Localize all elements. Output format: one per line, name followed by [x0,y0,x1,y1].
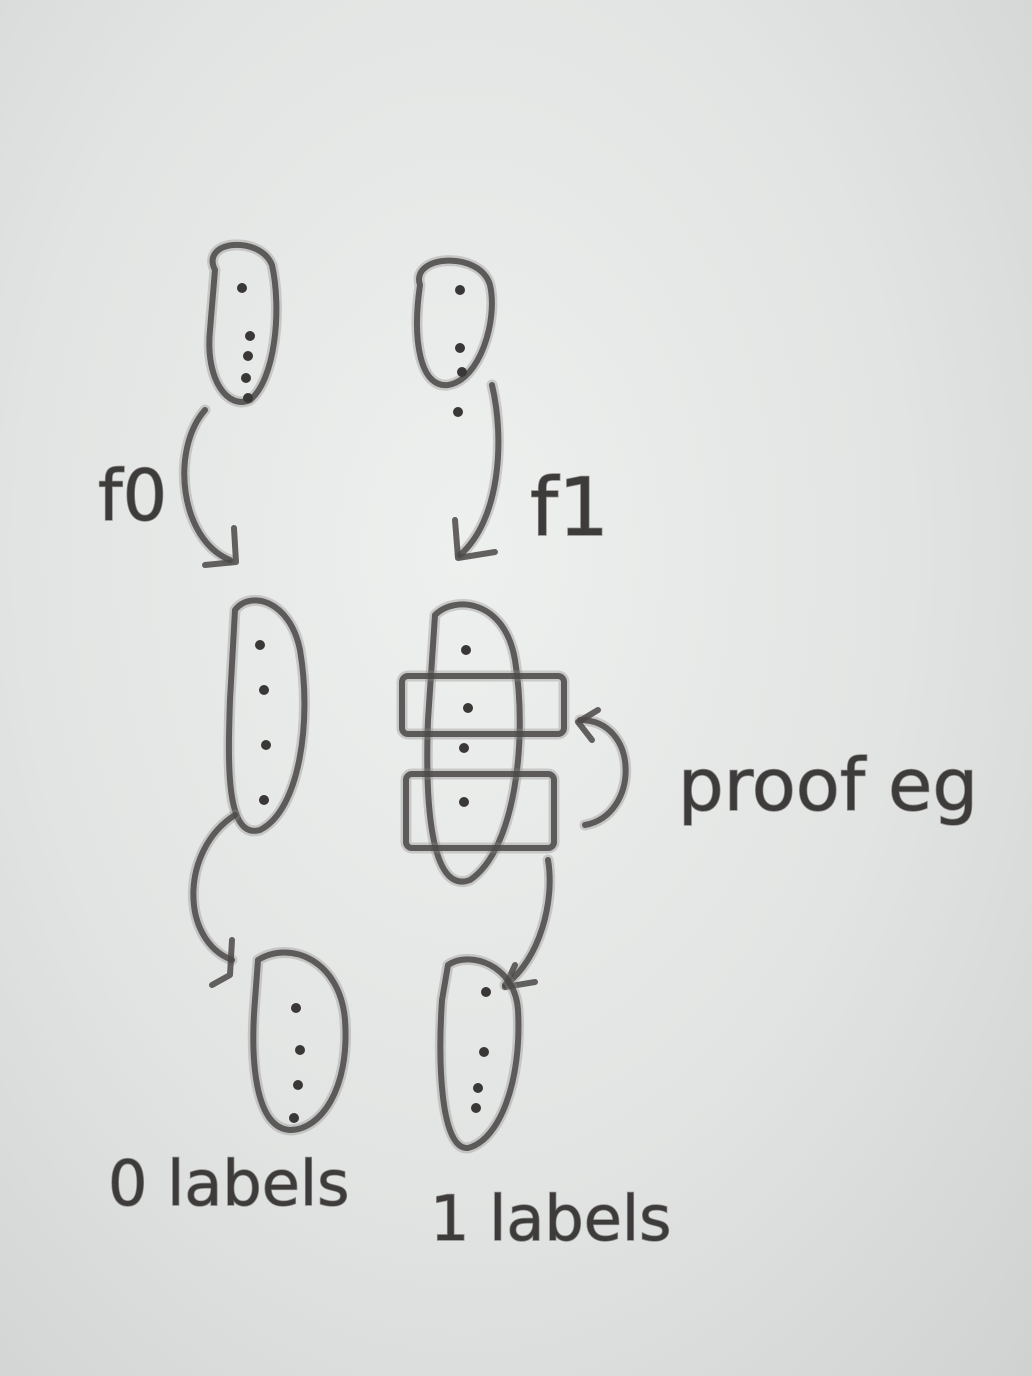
label-f0: f0 [98,455,167,537]
bottom-left-set [247,947,352,1136]
label-one-labels: 1 labels [430,1182,671,1255]
label-zero-labels: 0 labels [108,1147,349,1220]
lower-connectors [187,809,556,991]
top-right-set [411,255,498,417]
arrow-f1 [452,379,504,561]
middle-right-set [421,598,526,887]
bottom-right-set [434,953,524,1154]
arrow-f0 [178,404,239,568]
proof-rectangles [396,670,570,854]
middle-left-set [223,595,310,837]
proof-arrow [574,707,632,831]
label-f1: f1 [530,461,609,554]
top-left-set [203,239,282,408]
label-proof-eg: proof eg [678,743,978,827]
